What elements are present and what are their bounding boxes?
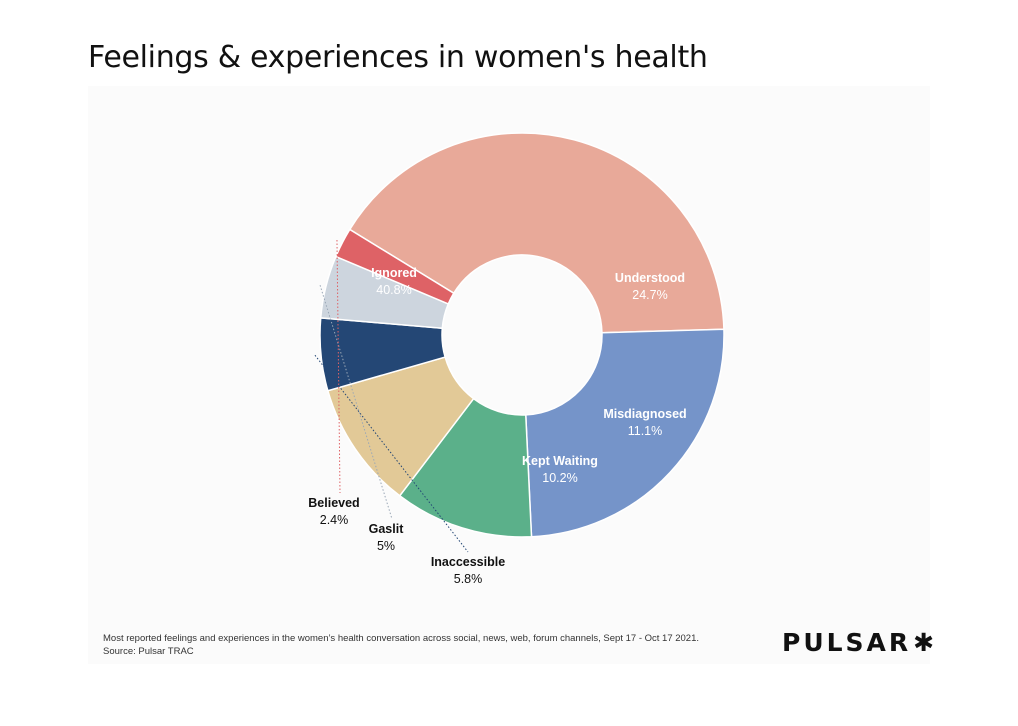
- slice-value-understood: 24.7%: [632, 288, 667, 302]
- page-title: Feelings & experiences in women's health: [88, 40, 708, 75]
- slice-value-gaslit: 5%: [377, 539, 395, 553]
- slice-ignored: [348, 132, 725, 334]
- slice-label-gaslit: Gaslit: [369, 522, 405, 536]
- slice-value-misdiagnosed: 11.1%: [628, 424, 663, 438]
- slice-value-ignored: 40.8%: [376, 283, 411, 297]
- slice-label-inaccessible: Inaccessible: [431, 555, 505, 569]
- chart-source: Source: Pulsar TRAC: [103, 646, 194, 657]
- brand-name: PULSAR: [782, 628, 912, 657]
- donut-slices: [319, 132, 725, 538]
- slice-understood: [524, 328, 725, 538]
- slice-label-kept-waiting: Kept Waiting: [522, 454, 598, 468]
- slice-label-understood: Understood: [615, 271, 685, 285]
- slice-label-ignored: Ignored: [371, 266, 417, 280]
- leader-line-believed: [336, 239, 341, 494]
- slice-value-kept-waiting: 10.2%: [542, 471, 577, 485]
- leader-line-gaslit: [319, 285, 393, 520]
- chart-footnote: Most reported feelings and experiences i…: [103, 632, 699, 658]
- donut-labels: Ignored 40.8% Understood 24.7% Misdiagnosed 1…: [308, 239, 687, 586]
- slice-believed: [334, 228, 455, 305]
- slice-label-believed: Believed: [308, 496, 359, 510]
- chart-caption: Most reported feelings and experiences i…: [103, 633, 700, 644]
- slice-label-misdiagnosed: Misdiagnosed: [603, 407, 686, 421]
- asterisk-icon: ✱: [913, 628, 938, 657]
- brand-logo: PULSAR✱: [782, 628, 937, 657]
- leader-line-inaccessible: [314, 354, 469, 553]
- slice-value-believed: 2.4%: [320, 513, 349, 527]
- slice-value-inaccessible: 5.8%: [454, 572, 483, 586]
